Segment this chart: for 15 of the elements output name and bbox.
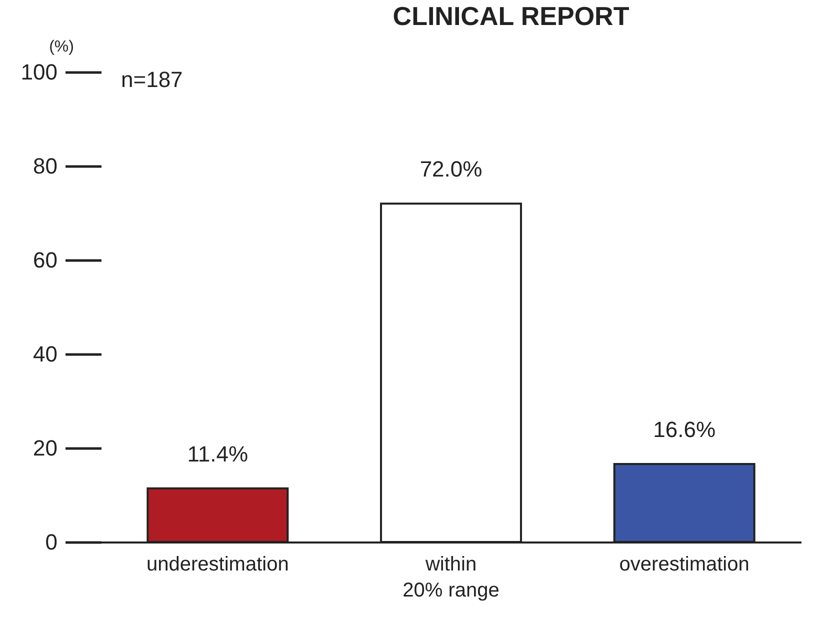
y-axis-title: (%) <box>49 38 74 56</box>
data-label: 72.0% <box>420 156 482 182</box>
y-tick-label: 60 <box>33 248 58 272</box>
y-tick-label: 40 <box>33 342 58 366</box>
x-tick-label: overestimation <box>619 554 750 576</box>
x-tick-label: within 20% range <box>402 554 500 602</box>
y-tick-label: 0 <box>45 530 58 554</box>
y-tick-label: 20 <box>33 436 58 460</box>
y-tick-label: 100 <box>20 60 58 84</box>
annotation: n=187 <box>121 67 183 92</box>
x-tick-label: underestimation <box>146 554 289 576</box>
chart-title: CLINICAL REPORT <box>392 1 630 31</box>
y-tick-label: 80 <box>33 154 58 178</box>
data-label: 11.4% <box>187 441 248 466</box>
data-label: 16.6% <box>653 416 716 442</box>
